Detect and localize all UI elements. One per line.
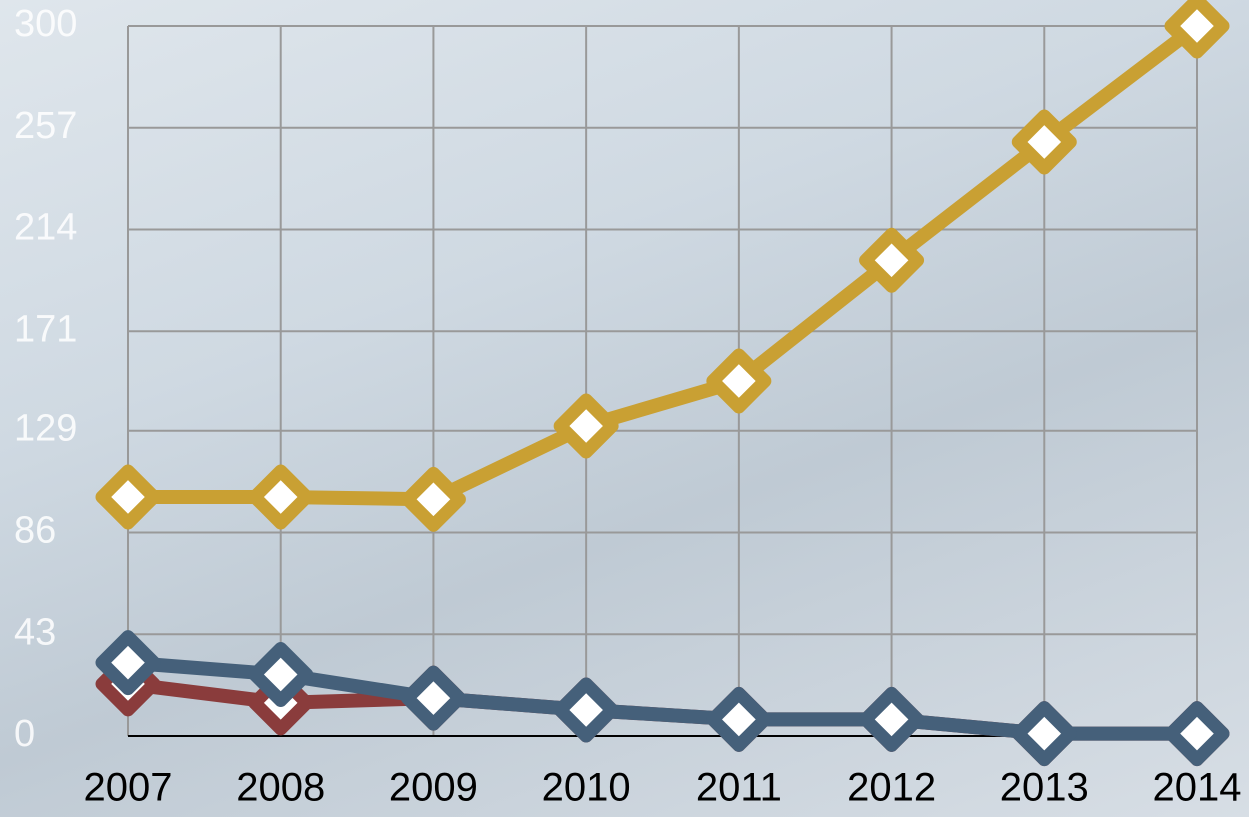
y-tick-label: 257 xyxy=(14,105,77,147)
x-tick-label: 2014 xyxy=(1153,766,1242,810)
marker xyxy=(859,686,925,752)
x-tick-label: 2011 xyxy=(696,766,782,810)
x-tick-label: 2009 xyxy=(389,766,478,810)
marker xyxy=(1011,701,1077,767)
y-tick-label: 129 xyxy=(14,408,77,450)
marker xyxy=(248,464,314,530)
marker xyxy=(706,348,772,414)
series-line xyxy=(128,20,1202,507)
y-tick-label: 300 xyxy=(14,3,77,45)
x-tick-label: 2008 xyxy=(236,766,325,810)
x-tick-label: 2012 xyxy=(847,766,936,810)
y-tick-label: 171 xyxy=(14,308,77,350)
y-tick-label: 86 xyxy=(14,509,56,551)
x-tick-label: 2010 xyxy=(542,766,631,810)
y-tick-label: 0 xyxy=(14,713,35,755)
x-tick-label: 2013 xyxy=(1000,766,1089,810)
marker xyxy=(1164,0,1230,59)
marker xyxy=(95,630,161,696)
marker xyxy=(553,393,619,459)
marker xyxy=(95,464,161,530)
marker xyxy=(706,686,772,752)
marker xyxy=(248,641,314,707)
marker xyxy=(1164,701,1230,767)
marker xyxy=(859,227,925,293)
x-tick-label: 2007 xyxy=(84,766,173,810)
marker xyxy=(400,466,466,532)
marker xyxy=(553,677,619,743)
y-tick-label: 43 xyxy=(14,611,56,653)
marker xyxy=(400,665,466,731)
y-tick-label: 214 xyxy=(14,207,77,249)
marker xyxy=(1011,109,1077,175)
